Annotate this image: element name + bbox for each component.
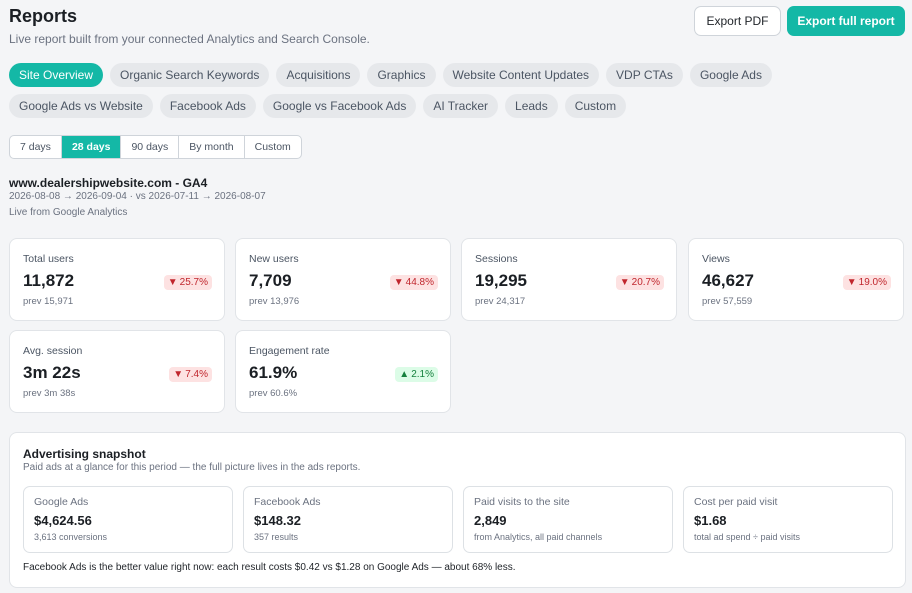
metric-value: 11,872 [23, 271, 75, 290]
change-value: 25.7% [179, 277, 208, 288]
change-badge: ▲ 2.1% [395, 367, 438, 382]
change-value: 20.7% [631, 277, 660, 288]
ad-card-cost-per-paid-visit: Cost per paid visit $1.68 total ad spend… [683, 486, 893, 553]
change-value: 7.4% [185, 369, 208, 380]
metric-label: Avg. session [23, 345, 83, 357]
metric-card-avg-session: Avg. session 3m 22s prev 3m 38s ▼ 7.4% [9, 330, 225, 413]
site-date-range: 2026-08-08 → 2026-09-04 · vs 2026-07-11 … [9, 191, 266, 202]
tab-google-vs-facebook-ads[interactable]: Google vs Facebook Ads [262, 94, 417, 118]
metric-card-sessions: Sessions 19,295 prev 24,317 ▼ 20.7% [461, 238, 677, 321]
down-arrow-icon: ▼ [173, 369, 184, 380]
metric-card-total-users: Total users 11,872 prev 15,971 ▼ 25.7% [9, 238, 225, 321]
tab-website-content-updates[interactable]: Website Content Updates [442, 63, 600, 87]
range-28-days[interactable]: 28 days [61, 136, 122, 158]
metric-prev: prev 13,976 [249, 296, 300, 307]
change-badge: ▼ 20.7% [615, 275, 664, 290]
tab-acquisitions[interactable]: Acquisitions [276, 63, 361, 87]
ad-card-label: Facebook Ads [254, 496, 321, 508]
metric-prev: prev 57,559 [702, 296, 753, 307]
tab-leads[interactable]: Leads [505, 94, 558, 118]
export-pdf-button[interactable]: Export PDF [694, 6, 781, 36]
change-badge: ▼ 7.4% [169, 367, 212, 382]
metric-card-engagement-rate: Engagement rate 61.9% prev 60.6% ▲ 2.1% [235, 330, 451, 413]
change-badge: ▼ 19.0% [842, 275, 891, 290]
change-badge: ▼ 25.7% [163, 275, 212, 290]
change-badge: ▼ 44.8% [389, 275, 438, 290]
range-custom[interactable]: Custom [254, 141, 291, 153]
metric-prev: prev 24,317 [475, 296, 526, 307]
tab-google-ads-vs-website[interactable]: Google Ads vs Website [9, 94, 153, 118]
tab-site-overview[interactable]: Site Overview [9, 63, 104, 87]
ad-card-value: $4,624.56 [34, 513, 92, 528]
ad-card-note: 357 results [254, 532, 299, 542]
change-value: 2.1% [411, 369, 434, 380]
tab-facebook-ads[interactable]: Facebook Ads [159, 94, 256, 118]
ad-card-google-ads: Google Ads $4,624.56 3,613 conversions [23, 486, 233, 553]
metric-prev: prev 60.6% [249, 388, 298, 399]
range-7-days[interactable]: 7 days [10, 136, 62, 158]
ad-card-note: 3,613 conversions [34, 532, 108, 542]
advertising-snapshot-panel: Advertising snapshot Paid ads at a glanc… [9, 432, 906, 588]
tab-ai-tracker[interactable]: AI Tracker [423, 94, 499, 118]
metric-label: Sessions [475, 253, 518, 265]
range-by-month[interactable]: By month [179, 136, 245, 158]
metric-value: 46,627 [702, 271, 754, 290]
site-source: Live from Google Analytics [9, 207, 128, 218]
ad-card-note: total ad spend ÷ paid visits [694, 532, 801, 542]
metric-card-new-users: New users 7,709 prev 13,976 ▼ 44.8% [235, 238, 451, 321]
down-arrow-icon: ▼ [393, 277, 404, 288]
ad-card-note: from Analytics, all paid channels [474, 532, 603, 542]
advertising-summary: Facebook Ads is the better value right n… [23, 562, 516, 573]
export-full-report-button[interactable]: Export full report [787, 6, 905, 36]
report-tabs: Site Overview Organic Search Keywords Ac… [9, 63, 905, 118]
metric-value: 61.9% [249, 363, 298, 382]
page-subtitle: Live report built from your connected An… [9, 32, 370, 46]
metric-value: 7,709 [249, 271, 292, 290]
ad-card-label: Cost per paid visit [694, 496, 778, 508]
date-range-selector: 7 days 28 days 90 days By month Custom [9, 135, 302, 159]
site-name: www.dealershipwebsite.com - GA4 [9, 176, 208, 190]
tab-custom[interactable]: Custom [564, 94, 627, 118]
metric-card-views: Views 46,627 prev 57,559 ▼ 19.0% [688, 238, 904, 321]
tab-google-ads[interactable]: Google Ads [689, 63, 772, 87]
metric-value: 3m 22s [23, 363, 81, 382]
metric-value: 19,295 [475, 271, 527, 290]
metric-label: Engagement rate [249, 345, 330, 357]
metric-prev: prev 15,971 [23, 296, 74, 307]
advertising-snapshot-title: Advertising snapshot [23, 447, 146, 461]
range-90-days[interactable]: 90 days [121, 136, 180, 158]
down-arrow-icon: ▼ [619, 277, 630, 288]
ad-card-value: 2,849 [474, 513, 507, 528]
metric-label: Views [702, 253, 730, 265]
ad-card-value: $148.32 [254, 513, 301, 528]
tab-organic-search-keywords[interactable]: Organic Search Keywords [110, 63, 270, 87]
page-title: Reports [9, 6, 78, 26]
ad-card-label: Paid visits to the site [474, 496, 570, 508]
down-arrow-icon: ▼ [846, 277, 857, 288]
ad-card-value: $1.68 [694, 513, 727, 528]
ad-card-facebook-ads: Facebook Ads $148.32 357 results [243, 486, 453, 553]
metric-label: New users [249, 253, 299, 265]
down-arrow-icon: ▼ [167, 277, 178, 288]
up-arrow-icon: ▲ [399, 369, 410, 380]
change-value: 44.8% [405, 277, 434, 288]
metric-prev: prev 3m 38s [23, 388, 76, 399]
tab-vdp-ctas[interactable]: VDP CTAs [606, 63, 683, 87]
metric-label: Total users [23, 253, 74, 265]
ad-card-label: Google Ads [34, 496, 89, 508]
advertising-snapshot-subtitle: Paid ads at a glance for this period — t… [23, 462, 361, 473]
ad-card-paid-visits: Paid visits to the site 2,849 from Analy… [463, 486, 673, 553]
change-value: 19.0% [858, 277, 887, 288]
tab-graphics[interactable]: Graphics [367, 63, 436, 87]
